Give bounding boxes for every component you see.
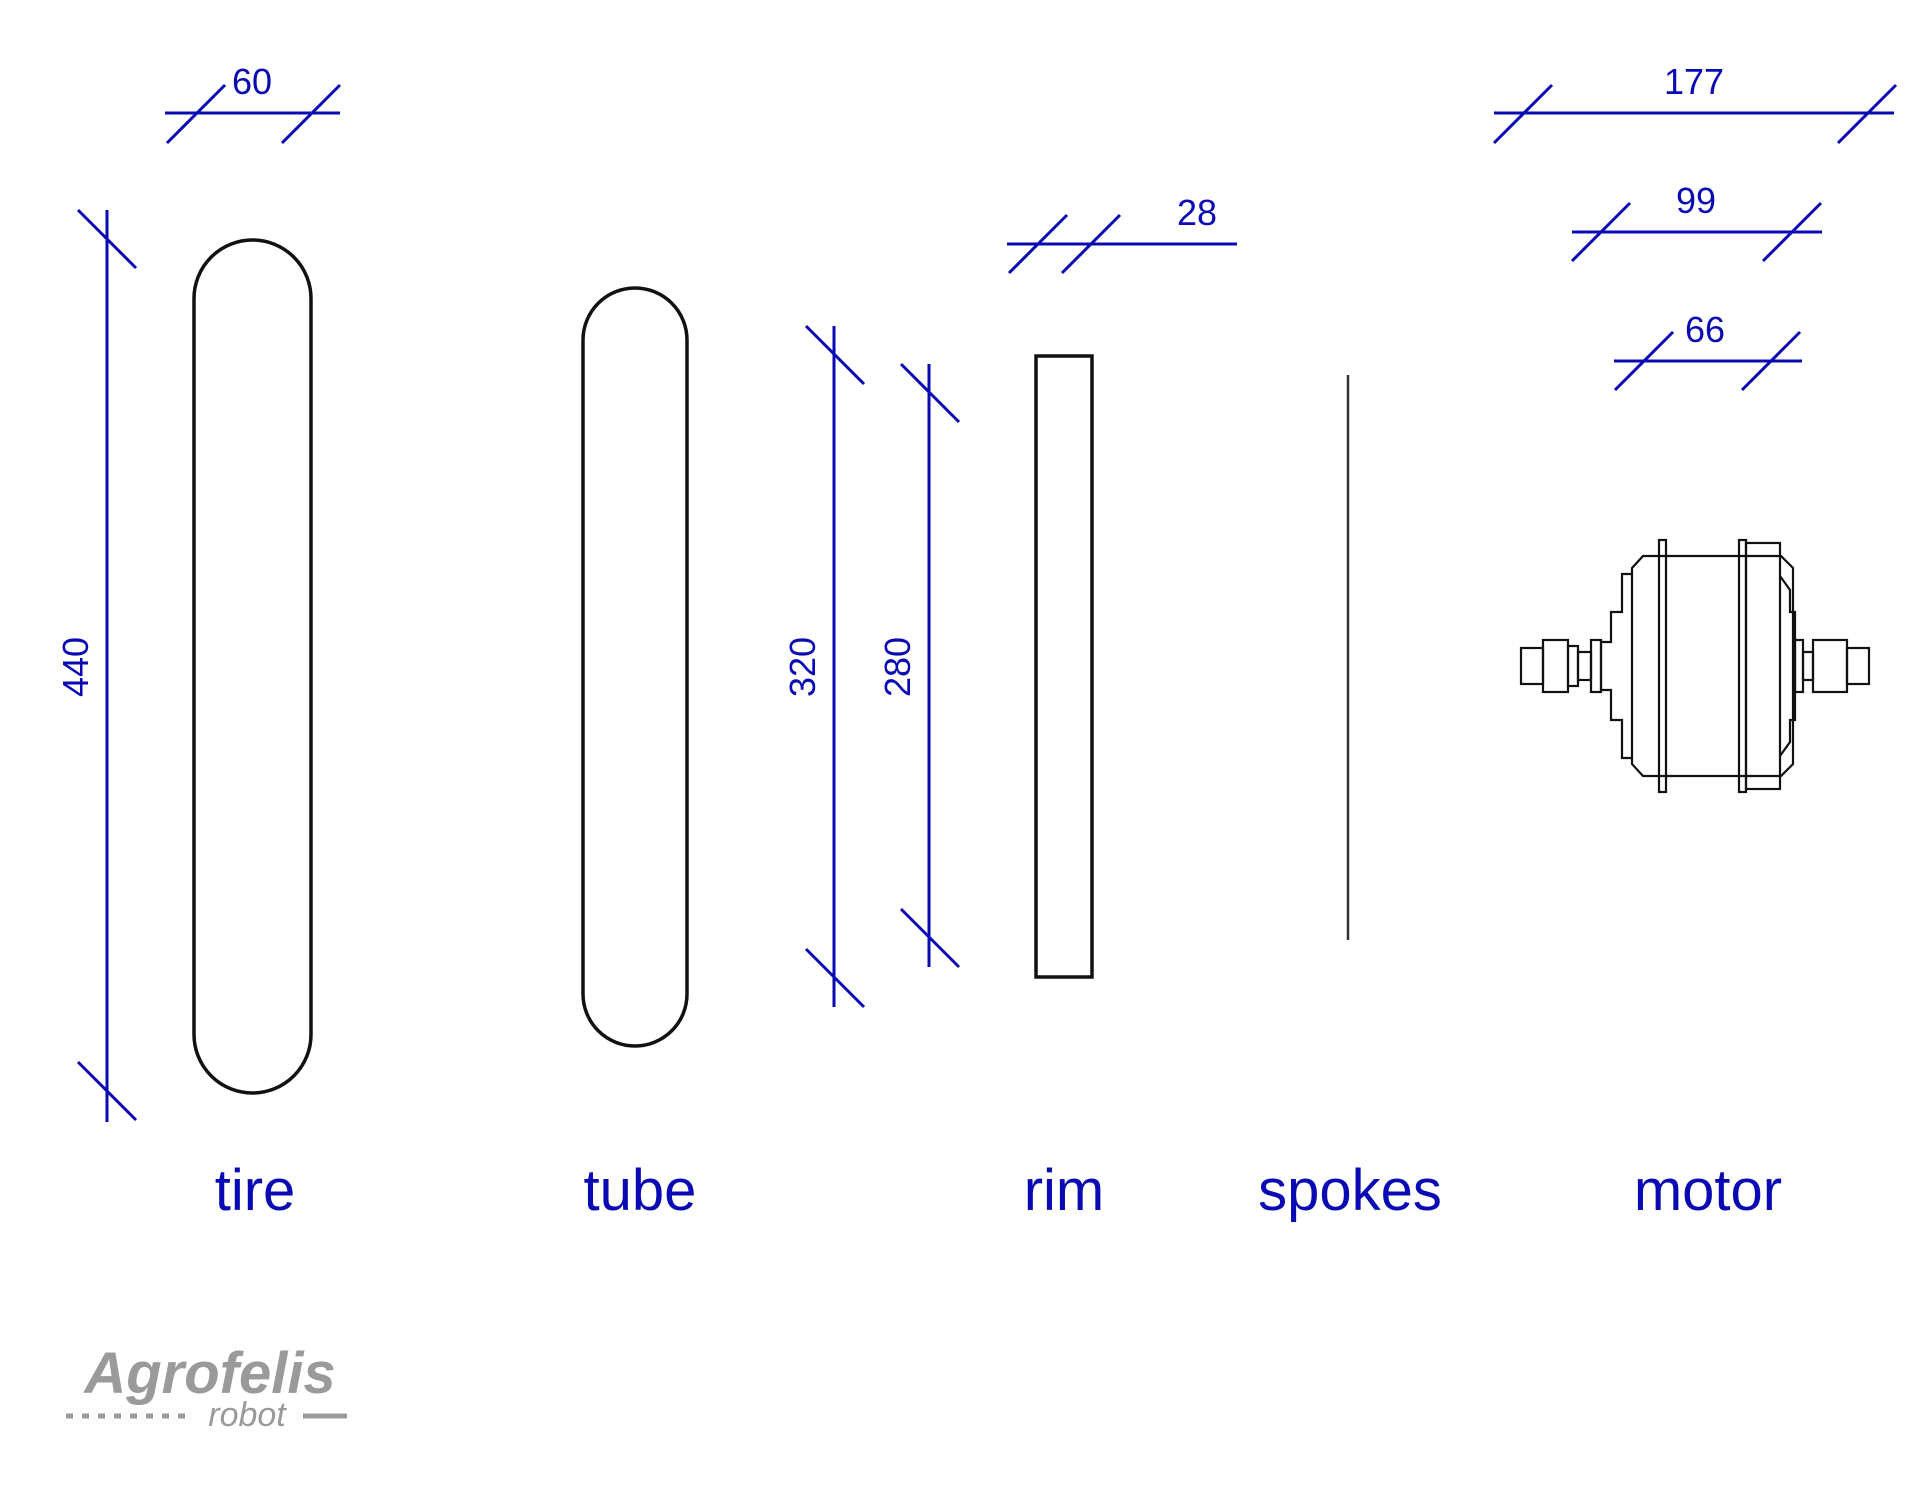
tire-diameter-dimension: 440 — [55, 208, 138, 1122]
motor-hub-width-dimension: 66 — [1613, 309, 1802, 392]
tire-width-value: 60 — [232, 61, 272, 102]
spokes-label: spokes — [1258, 1158, 1442, 1223]
logo-name: Agrofelis — [82, 1341, 335, 1406]
motor-right-axle-shaft — [1801, 650, 1815, 682]
rim-inner-diameter-value: 280 — [877, 637, 918, 697]
motor-right-flange-rim — [1744, 541, 1782, 791]
tube-shape — [581, 286, 689, 1048]
tire-part — [192, 238, 313, 1095]
motor-left-axle-washer — [1566, 644, 1580, 688]
rim-inner-diameter-dimension: 280 — [877, 362, 961, 969]
motor-right-axle-end — [1845, 646, 1871, 686]
motor-label: motor — [1634, 1158, 1782, 1223]
motor-left-axle-shaft — [1576, 650, 1593, 682]
motor-right-axle-nut — [1811, 638, 1849, 694]
motor-hub-width-value: 66 — [1685, 309, 1725, 350]
motor-flange-width-value: 99 — [1676, 180, 1716, 221]
tire-diameter-value: 440 — [55, 637, 96, 697]
tire-label: tire — [215, 1158, 296, 1223]
motor-left-flange — [1657, 538, 1668, 794]
rim-outer-diameter-dimension: 320 — [782, 324, 866, 1009]
motor-left-axle-end — [1519, 646, 1545, 686]
rim-width-dimension: 28 — [1007, 192, 1237, 275]
tube-label: tube — [584, 1158, 697, 1223]
motor-left-bearing — [1589, 638, 1603, 694]
rim-width-value: 28 — [1177, 192, 1217, 233]
motor-hub-body — [1630, 554, 1795, 778]
motor-right-bearing — [1793, 638, 1805, 694]
motor-axle-length-dimension: 177 — [1492, 61, 1898, 145]
rim-label: rim — [1024, 1158, 1105, 1223]
tube-part — [581, 286, 689, 1048]
motor-left-stepped-side — [1599, 572, 1632, 760]
motor-axle-length-value: 177 — [1664, 61, 1724, 102]
tire-width-dimension: 60 — [165, 61, 342, 145]
rim-outer-diameter-value: 320 — [782, 637, 823, 697]
agrofelis-logo: Agrofelis robot — [66, 1341, 347, 1434]
motor-left-axle-nut — [1541, 638, 1570, 694]
rim-shape — [1034, 354, 1094, 979]
tire-shape — [192, 238, 313, 1095]
motor-part — [1519, 538, 1871, 794]
rim-part — [1034, 354, 1094, 979]
logo-tagline: robot — [208, 1396, 287, 1434]
motor-flange-width-dimension: 99 — [1570, 180, 1823, 263]
